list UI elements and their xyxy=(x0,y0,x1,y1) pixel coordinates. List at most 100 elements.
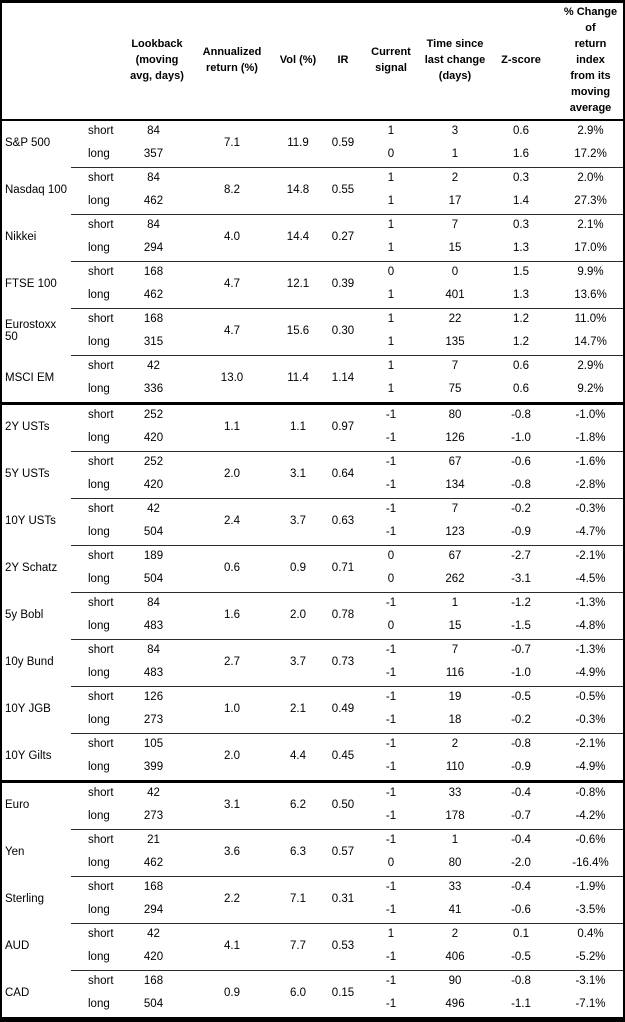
vol-cell: 7.1 xyxy=(273,875,323,924)
side-cell: short xyxy=(71,828,123,853)
time-since-cell: 17 xyxy=(448,195,462,208)
side-cell: long xyxy=(88,148,110,161)
table-row: S&P 500 short 84 7.1 11.9 0.59 1 3 0.6 2.9% xyxy=(1,120,624,149)
current-signal-cell: -1 xyxy=(363,591,419,616)
pct-change-cell: -2.1% xyxy=(551,544,624,569)
lookback-cell: 504 xyxy=(143,998,164,1011)
vol-cell: 0.9 xyxy=(273,544,323,593)
table-row: long 315 1 135 1.2 14.7% xyxy=(1,332,624,356)
header-lookback: Lookback (moving avg, days) xyxy=(123,1,191,121)
side-cell: short xyxy=(71,779,123,806)
table-row: long 420 -1 406 -0.5 -5.2% xyxy=(1,947,624,971)
time-since-cell: 2 xyxy=(419,166,491,191)
pct-change-cell: 17.2% xyxy=(574,148,607,161)
time-since-cell: 18 xyxy=(448,714,462,727)
time-since-cell: 110 xyxy=(445,761,465,774)
time-since-cell: 7 xyxy=(419,638,491,663)
pct-change-cell: 27.3% xyxy=(574,195,607,208)
side-cell: long xyxy=(88,242,110,255)
side-cell: long xyxy=(88,620,110,633)
table-row: 2Y USTs short 252 1.1 1.1 0.97 -1 80 -0.8 -1.0% xyxy=(1,401,624,452)
pct-change-cell: 2.9% xyxy=(551,354,624,379)
annualized-return-cell: 2.7 xyxy=(191,638,273,687)
z-score-cell: -0.2 xyxy=(491,497,551,522)
pct-change-cell: -1.3% xyxy=(551,638,624,663)
lookback-cell: 105 xyxy=(123,732,191,757)
vol-cell: 1.1 xyxy=(273,401,323,452)
side-cell: long xyxy=(88,195,110,208)
z-score-cell: -1.1 xyxy=(511,998,531,1011)
side-cell: short xyxy=(71,638,123,663)
asset-name-cell: 10Y USTs xyxy=(5,514,56,527)
asset-name-cell: Eurostoxx 50 xyxy=(5,319,57,343)
z-score-cell: -2.7 xyxy=(491,544,551,569)
z-score-cell: -1.0 xyxy=(511,432,531,445)
asset-name-cell: Euro xyxy=(1,779,71,830)
z-score-cell: -0.4 xyxy=(491,779,551,806)
ir-cell: 0.57 xyxy=(323,828,363,877)
asset-name-cell: FTSE 100 xyxy=(5,277,57,290)
z-score-cell: -1.2 xyxy=(491,591,551,616)
pct-change-cell: 0.4% xyxy=(551,922,624,947)
current-signal-cell: 0 xyxy=(387,620,395,633)
z-score-cell: 1.2 xyxy=(513,336,529,349)
pct-change-cell: 2.9% xyxy=(577,125,604,138)
time-since-cell: 3 xyxy=(451,125,459,138)
z-score-cell: -0.9 xyxy=(511,761,531,774)
lookback-cell: 84 xyxy=(123,166,191,191)
asset-name-cell: 2Y Schatz xyxy=(5,561,58,574)
pct-change-cell: -0.3% xyxy=(575,714,606,727)
table-row: Eurostoxx 50 short 168 4.7 15.6 0.30 1 22 1.2 11.… xyxy=(1,307,624,356)
pct-change-cell: 2.1% xyxy=(551,213,624,238)
current-signal-cell: 0 xyxy=(387,148,395,161)
table-row: 5Y USTs short 252 2.0 3.1 0.64 -1 67 -0.6 -1.6% xyxy=(1,450,624,499)
side-cell: short xyxy=(71,969,123,994)
lookback-cell: 42 xyxy=(123,497,191,522)
lookback-cell: 336 xyxy=(143,383,164,396)
asset-name-cell: 5y Bobl xyxy=(5,608,44,621)
vol-cell: 3.1 xyxy=(273,450,323,499)
asset-name-cell: 10Y JGB xyxy=(5,702,51,715)
asset-name-cell: S&P 500 xyxy=(5,137,51,150)
side-cell: long xyxy=(88,998,110,1011)
table-row: 10Y JGB short 126 1.0 2.1 0.49 -1 19 -0.5 -0.5% xyxy=(1,685,624,734)
time-since-cell: 2 xyxy=(419,922,491,947)
ir-cell: 0.39 xyxy=(323,260,363,309)
side-cell: short xyxy=(71,544,123,569)
asset-name-cell: Sterling xyxy=(5,892,44,905)
table-row: long 483 -1 116 -1.0 -4.9% xyxy=(1,663,624,687)
ir-cell: 0.71 xyxy=(323,544,363,593)
time-since-cell: 67 xyxy=(419,544,491,569)
table-row: AUD short 42 4.1 7.7 0.53 1 2 0.1 0.4% xyxy=(1,922,624,971)
pct-change-cell: -4.2% xyxy=(575,810,606,823)
table-row: long 294 -1 41 -0.6 -3.5% xyxy=(1,900,624,924)
pct-change-cell: -0.5% xyxy=(551,685,624,710)
lookback-cell: 84 xyxy=(147,125,160,138)
z-score-cell: -0.6 xyxy=(511,904,531,917)
table-row: 10y Bund short 84 2.7 3.7 0.73 -1 7 -0.7 -1.3% xyxy=(1,638,624,687)
side-cell: long xyxy=(88,573,110,586)
time-since-cell: 22 xyxy=(419,307,491,332)
current-signal-cell: -1 xyxy=(363,969,419,994)
current-signal-cell: -1 xyxy=(385,904,397,917)
time-since-cell: 116 xyxy=(445,667,465,680)
vol-cell: 7.7 xyxy=(273,922,323,971)
pct-change-cell: -5.2% xyxy=(575,951,606,964)
asset-name-cell: MSCI EM xyxy=(5,371,55,384)
table-row: long 462 1 401 1.3 13.6% xyxy=(1,285,624,309)
z-score-cell: 1.4 xyxy=(513,195,529,208)
pct-change-cell: -16.4% xyxy=(572,857,609,870)
lookback-cell: 462 xyxy=(143,289,164,302)
asset-name-cell: 10Y Gilts xyxy=(5,749,52,762)
table-row: long 273 -1 18 -0.2 -0.3% xyxy=(1,710,624,734)
side-cell: short xyxy=(71,213,123,238)
side-cell: short xyxy=(71,497,123,522)
lookback-cell: 168 xyxy=(123,307,191,332)
time-since-cell: 406 xyxy=(445,951,465,964)
header-row: Lookback (moving avg, days) Annualized r… xyxy=(1,1,624,121)
vol-cell: 2.0 xyxy=(273,591,323,640)
time-since-cell: 262 xyxy=(445,573,465,586)
side-cell: long xyxy=(88,383,110,396)
